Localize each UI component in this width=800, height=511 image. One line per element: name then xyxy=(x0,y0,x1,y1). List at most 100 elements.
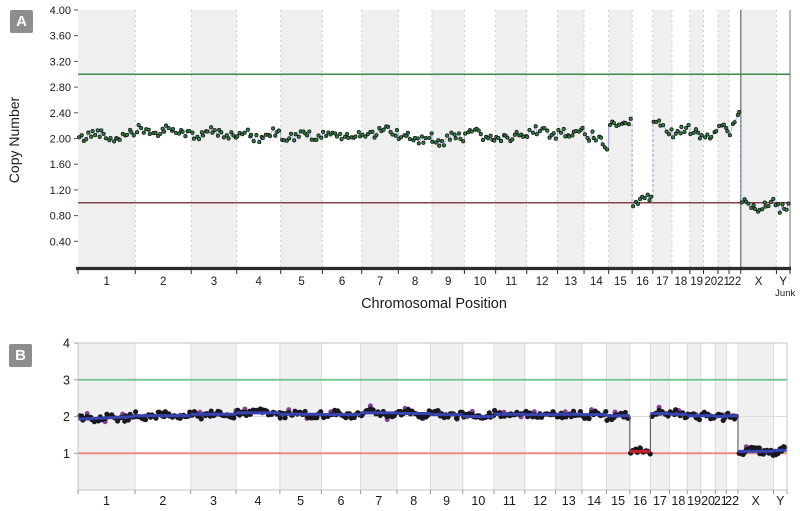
data-point xyxy=(570,133,575,138)
data-point xyxy=(162,129,167,134)
data-point xyxy=(197,137,202,142)
data-point xyxy=(131,133,136,138)
data-point xyxy=(319,135,324,140)
chromosome-band xyxy=(608,10,633,267)
data-point xyxy=(561,126,566,131)
y-tick-label: 0.80 xyxy=(50,211,71,223)
data-point xyxy=(226,136,231,141)
chromosome-label: 17 xyxy=(653,494,667,508)
data-point xyxy=(751,203,756,208)
data-point xyxy=(768,199,773,204)
data-point xyxy=(288,131,294,136)
data-point xyxy=(89,134,94,139)
data-point xyxy=(363,134,368,139)
data-point xyxy=(393,133,398,138)
data-point xyxy=(235,134,240,139)
data-point xyxy=(703,135,708,140)
data-point xyxy=(697,136,702,141)
chromosome-label: 10 xyxy=(471,494,485,508)
y-tick-label: 1 xyxy=(63,447,70,461)
data-point xyxy=(339,137,344,142)
data-point xyxy=(480,137,486,143)
data-point xyxy=(191,136,196,141)
data-point xyxy=(229,130,234,135)
data-point xyxy=(170,127,176,132)
chromosome-label: 5 xyxy=(298,276,304,288)
data-point xyxy=(198,416,204,422)
chromosome-label: 20 xyxy=(701,494,715,508)
data-point xyxy=(679,124,684,129)
data-point xyxy=(580,125,585,130)
y-tick-label: 3.20 xyxy=(50,56,71,68)
data-point xyxy=(153,130,158,135)
data-point xyxy=(360,132,365,137)
data-point xyxy=(590,129,595,134)
chromosome-label: 9 xyxy=(443,494,450,508)
data-point xyxy=(333,131,338,136)
data-point xyxy=(675,129,680,134)
data-point xyxy=(488,133,493,138)
data-point xyxy=(277,415,283,421)
data-point xyxy=(559,130,564,135)
data-point xyxy=(678,131,683,136)
data-point xyxy=(582,132,587,137)
data-point xyxy=(231,133,236,138)
data-point xyxy=(469,129,474,134)
data-point xyxy=(254,133,259,138)
data-point xyxy=(693,127,699,132)
chromosome-label: 18 xyxy=(675,276,688,288)
data-point xyxy=(394,128,399,133)
data-point xyxy=(86,130,91,135)
data-point xyxy=(699,133,704,138)
chromosome-label: 16 xyxy=(636,276,649,288)
data-point xyxy=(537,129,542,134)
data-point xyxy=(691,130,696,135)
data-point xyxy=(705,132,710,137)
data-point xyxy=(129,130,134,135)
data-point xyxy=(219,130,224,135)
data-point xyxy=(452,132,457,137)
data-point xyxy=(112,139,117,144)
chromosome-label: 1 xyxy=(103,494,110,508)
data-point xyxy=(133,409,139,415)
data-point xyxy=(586,415,592,422)
data-point xyxy=(600,142,605,147)
data-point xyxy=(404,133,409,138)
panel-b-badge: B xyxy=(9,344,32,367)
y-tick-label: 0.40 xyxy=(50,236,71,248)
chromosome-label: 21 xyxy=(717,276,730,288)
chromosome-label: 19 xyxy=(687,494,701,508)
data-point xyxy=(553,136,558,141)
segment-line xyxy=(77,415,136,421)
data-point xyxy=(158,131,163,136)
data-point xyxy=(777,210,782,215)
data-point xyxy=(370,129,375,134)
chromosome-label: 8 xyxy=(412,276,418,288)
y-tick-label: 2.00 xyxy=(50,134,71,146)
data-point xyxy=(284,138,289,143)
data-point xyxy=(682,129,687,135)
data-point xyxy=(416,141,421,146)
data-point xyxy=(321,129,326,134)
chromosome-label: 12 xyxy=(533,494,547,508)
data-point xyxy=(714,129,719,134)
data-point xyxy=(449,130,454,135)
data-point xyxy=(296,134,301,139)
data-point xyxy=(670,135,676,140)
data-point xyxy=(496,135,501,141)
data-point xyxy=(267,134,273,139)
chromosome-label: 6 xyxy=(339,276,345,288)
panel-a-badge: A xyxy=(10,10,33,33)
data-point xyxy=(570,408,577,414)
data-point xyxy=(725,129,730,134)
data-point xyxy=(79,133,84,138)
data-point xyxy=(293,132,298,137)
data-point xyxy=(353,134,358,139)
data-point xyxy=(607,122,613,128)
y-tick-label: 2 xyxy=(63,410,70,424)
data-point xyxy=(478,132,483,137)
data-point xyxy=(407,137,412,142)
data-point xyxy=(141,130,146,135)
data-point xyxy=(166,126,171,131)
